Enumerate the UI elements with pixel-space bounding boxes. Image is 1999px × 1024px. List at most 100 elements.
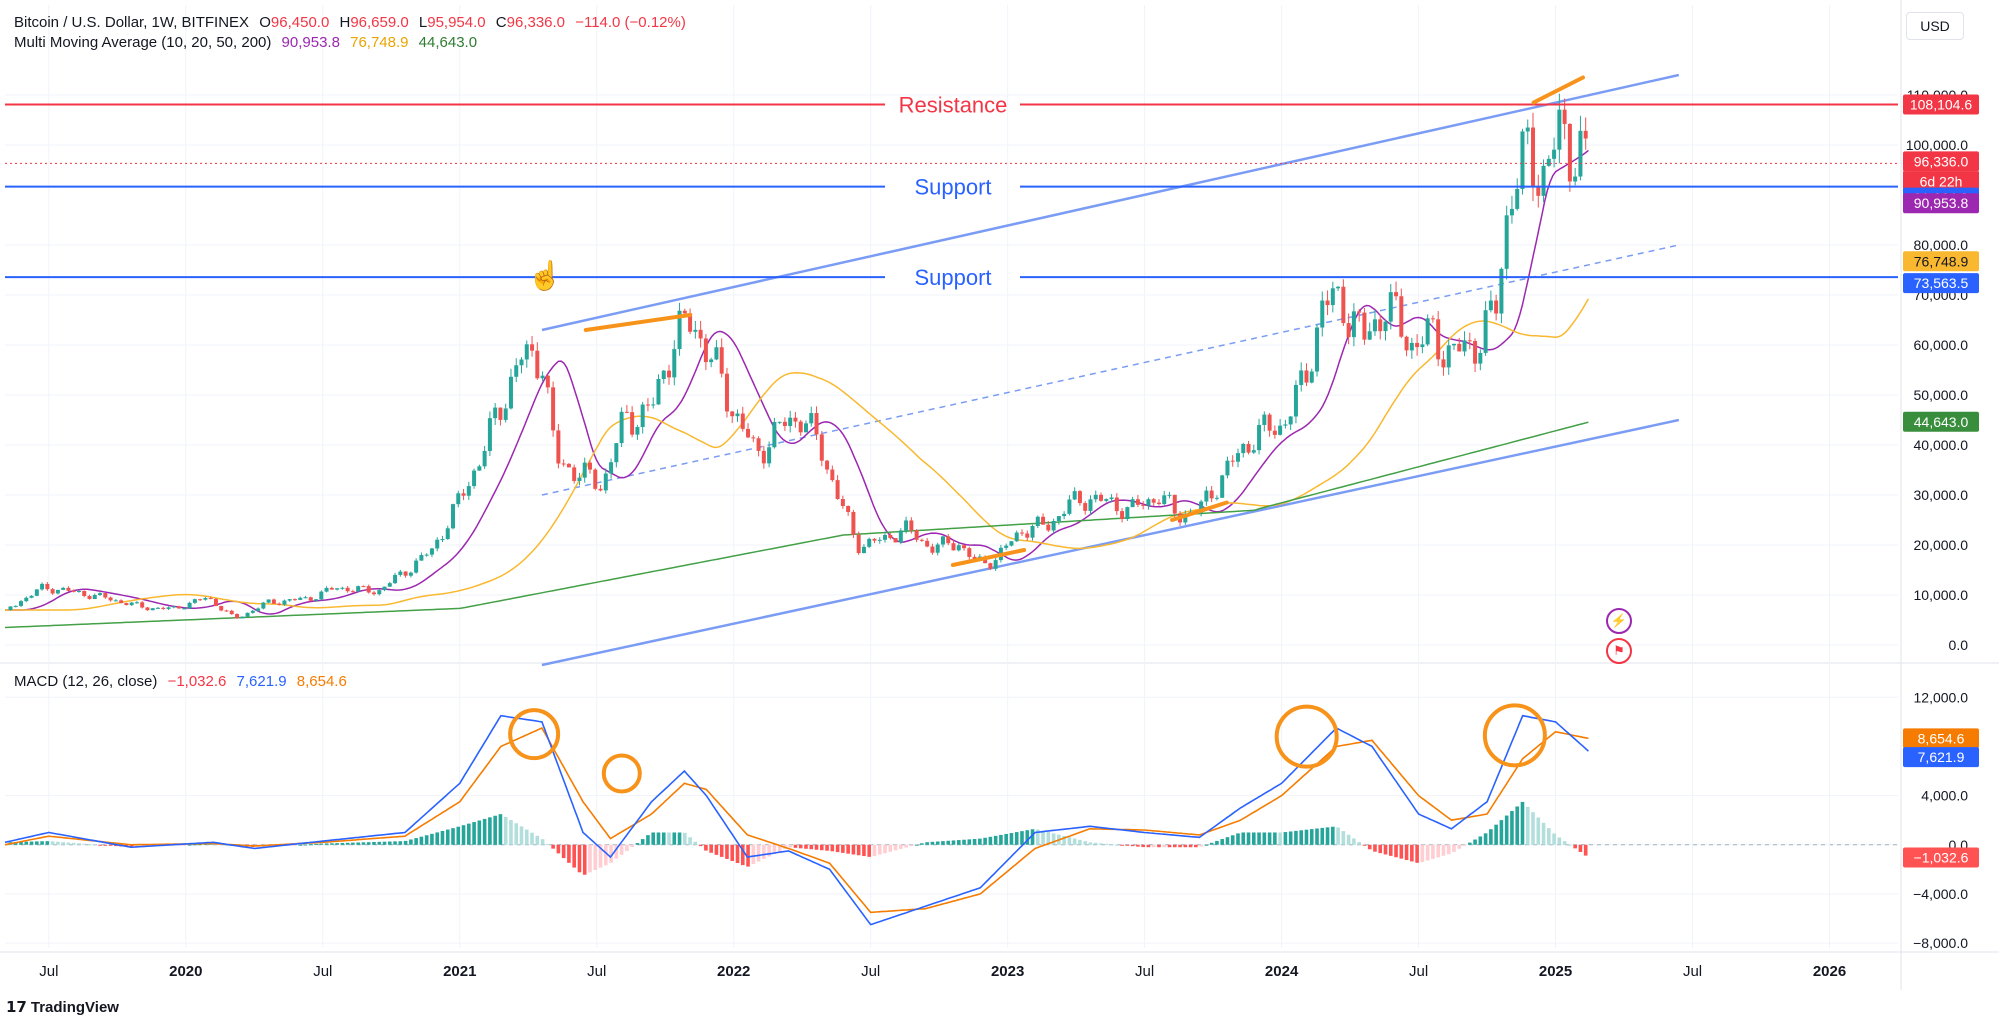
macd-histogram-bar — [1346, 834, 1351, 845]
candle-body — [1051, 520, 1056, 531]
candle-body — [487, 418, 492, 451]
candle-body — [108, 597, 113, 601]
macd-histogram-bar — [572, 844, 576, 868]
macd-histogram-bar — [1204, 844, 1209, 846]
candle-body — [482, 450, 487, 467]
macd-histogram-bar — [1257, 832, 1261, 845]
candle-body — [698, 329, 703, 339]
candle-body — [1541, 165, 1546, 196]
macd-histogram-bar — [1583, 844, 1588, 856]
branding[interactable]: 𝟭𝟳 TradingView — [6, 998, 119, 1016]
lightning-icon[interactable]: ⚡ — [1606, 608, 1632, 634]
macd-tick-label: −4,000.0 — [1913, 886, 1968, 902]
candle-body — [98, 593, 103, 596]
macd-histogram-bar — [1378, 844, 1383, 854]
candle-body — [1394, 292, 1399, 297]
macd-histogram-bar — [1146, 844, 1151, 848]
macd-hist-value: −1,032.6 — [167, 673, 227, 690]
macd-histogram-bar — [177, 844, 181, 846]
candle-body — [1404, 336, 1409, 351]
candle-body — [224, 610, 229, 612]
candle-body — [1014, 532, 1019, 542]
candle-body — [134, 602, 139, 604]
macd-histogram-bar — [1552, 833, 1556, 845]
candle-body — [1072, 491, 1077, 500]
macd-histogram-bar — [1241, 832, 1246, 845]
level-annotation: Support — [914, 175, 991, 200]
candle-body — [656, 379, 661, 405]
candle-body — [356, 586, 361, 592]
candle-body — [572, 467, 577, 481]
macd-histogram-bar — [983, 837, 987, 845]
candle-body — [767, 447, 772, 464]
macd-histogram-bar — [293, 844, 297, 846]
candle-body — [1230, 460, 1235, 462]
candle-body — [92, 595, 97, 600]
macd-histogram-bar — [488, 817, 492, 845]
candle-body — [1378, 319, 1383, 332]
candle-body — [219, 605, 224, 611]
candle-body — [192, 599, 197, 603]
support2-price-badge-bg — [1903, 273, 1979, 294]
macd-histogram-bar — [841, 844, 845, 853]
macd-histogram-bar — [709, 844, 713, 853]
candle-body — [1130, 499, 1135, 508]
highlight-stroke — [583, 313, 692, 332]
currency-button[interactable]: USD — [1906, 12, 1964, 40]
candle-body — [345, 587, 350, 592]
candle-body — [1430, 318, 1435, 320]
candle-body — [803, 423, 808, 433]
candle-body — [967, 548, 972, 557]
macd-histogram-bar — [435, 832, 440, 845]
macd-histogram-bar — [872, 844, 877, 857]
macd-histogram-bar — [788, 844, 792, 848]
macd-histogram-bar — [856, 844, 861, 856]
macd-histogram-bar — [1178, 844, 1182, 848]
macd-histogram-bar — [941, 841, 945, 845]
candle-body — [271, 599, 276, 604]
us-flag-icon[interactable]: ⚑ — [1606, 638, 1632, 664]
channel-mid-line — [541, 244, 1680, 496]
macd-histogram-bar — [978, 838, 982, 845]
candle-body — [609, 462, 614, 474]
macd-histogram-bar — [667, 832, 671, 845]
macd-histogram-bar — [324, 843, 329, 845]
macd-histogram-bar — [877, 844, 882, 855]
macd-histogram-bar — [1167, 844, 1172, 848]
macd-histogram-bar — [762, 844, 766, 860]
macd-histogram-bar — [1441, 844, 1446, 856]
candle-body — [814, 413, 819, 435]
candle-body — [76, 590, 81, 592]
macd-histogram-bar — [40, 841, 44, 845]
macd-histogram-bar — [472, 822, 476, 845]
macd-histogram-bar — [1362, 844, 1367, 846]
macd-histogram-bar — [308, 844, 313, 846]
macd-histogram-bar — [1473, 839, 1477, 845]
macd-histogram-bar — [582, 844, 587, 875]
macd-histogram-bar — [1573, 844, 1577, 849]
ma-50-line — [5, 298, 1590, 611]
symbol-title: Bitcoin / U.S. Dollar, 1W, BITFINEX — [14, 14, 250, 31]
macd-histogram-bar — [1262, 832, 1267, 845]
macd-histogram-bar — [1230, 835, 1235, 845]
candle-body — [524, 344, 529, 360]
candle-body — [1172, 494, 1177, 514]
macd-histogram-bar — [1225, 837, 1230, 845]
macd-histogram-bar — [635, 843, 640, 845]
macd-histogram-bar — [98, 844, 102, 846]
candle-body — [124, 603, 129, 606]
candle-body — [371, 592, 376, 595]
candle-body — [619, 411, 624, 444]
macd-histogram-bar — [1325, 827, 1330, 845]
macd-histogram-bar — [1194, 844, 1198, 848]
macd-histogram-bar — [1452, 844, 1456, 852]
candle-body — [1509, 208, 1514, 216]
macd-histogram-bar — [1315, 828, 1319, 845]
ma10-price-badge: 90,953.8 — [1914, 195, 1969, 211]
candle-body — [1546, 158, 1551, 166]
macd-legend-label: MACD (12, 26, close) — [14, 673, 158, 690]
macd-histogram-bar — [656, 832, 661, 845]
macd-histogram-bar — [1568, 844, 1572, 846]
macd-histogram-bar — [92, 844, 97, 846]
